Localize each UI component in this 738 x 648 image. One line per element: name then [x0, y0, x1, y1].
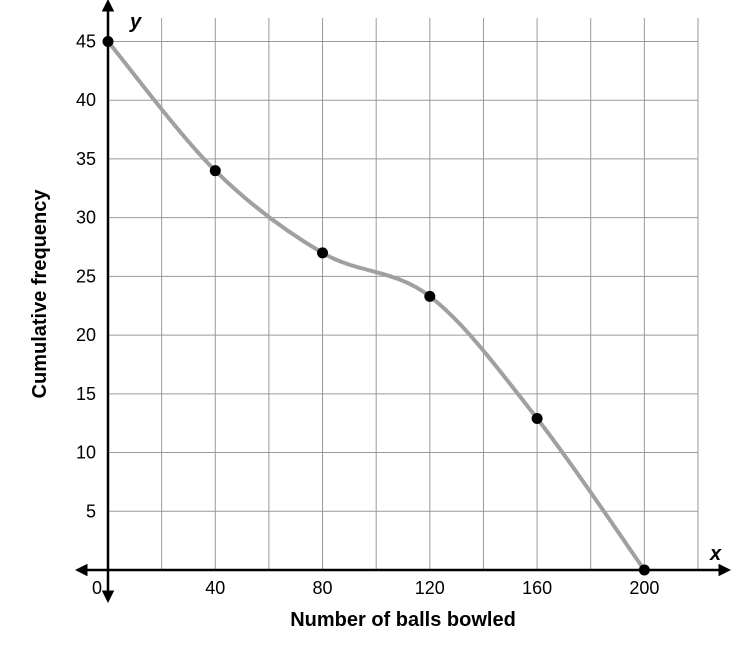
chart-container: 40 80 120 160 200 5 10 15 20 25 30 35 40 45 0 y x Number … [0, 0, 738, 648]
y-tick-label: 25 [76, 266, 96, 286]
x-tick-label: 120 [415, 578, 445, 598]
data-point [639, 565, 650, 576]
data-point [210, 165, 221, 176]
y-tick-label: 15 [76, 384, 96, 404]
y-tick-label: 30 [76, 208, 96, 228]
y-tick-label: 45 [76, 31, 96, 51]
data-point [103, 36, 114, 47]
y-tick-label: 35 [76, 149, 96, 169]
x-tick-label: 40 [205, 578, 225, 598]
data-point [424, 291, 435, 302]
data-point [317, 247, 328, 258]
data-point [532, 413, 543, 424]
y-tick-label: 20 [76, 325, 96, 345]
y-tick-label: 40 [76, 90, 96, 110]
x-axis-title: Number of balls bowled [290, 609, 516, 631]
origin-label: 0 [92, 578, 102, 598]
x-tick-label: 200 [629, 578, 659, 598]
x-tick-label: 80 [313, 578, 333, 598]
y-axis-title: Cumulative frequency [29, 189, 51, 399]
y-tick-label: 10 [76, 443, 96, 463]
cumulative-frequency-chart: 40 80 120 160 200 5 10 15 20 25 30 35 40 45 0 y x Number … [0, 0, 738, 648]
y-axis-letter: y [129, 11, 142, 33]
x-tick-label: 160 [522, 578, 552, 598]
y-tick-label: 5 [86, 501, 96, 521]
x-axis-letter: x [709, 543, 722, 565]
